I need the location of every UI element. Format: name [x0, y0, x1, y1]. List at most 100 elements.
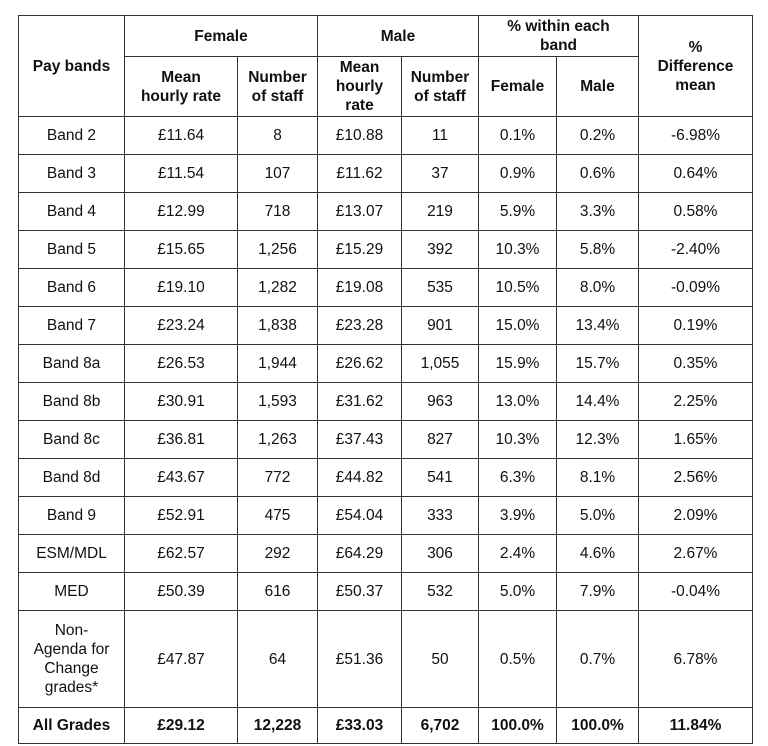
table-cell: All Grades	[18, 707, 125, 744]
header-cell: Female	[124, 15, 318, 57]
table-cell: £23.24	[124, 306, 238, 345]
table-cell: £13.07	[317, 192, 402, 231]
table-cell: ESM/MDL	[18, 534, 125, 573]
table-cell: 37	[401, 154, 479, 193]
table-cell: 2.56%	[638, 458, 753, 497]
table-cell: 6,702	[401, 707, 479, 744]
table-row: All Grades £29.12 12,228 £33.03 6,702 100.0% 1…	[18, 707, 753, 744]
table-cell: 107	[237, 154, 318, 193]
table-cell: 2.25%	[638, 382, 753, 421]
table-cell: 306	[401, 534, 479, 573]
table-cell: 0.5%	[478, 610, 557, 708]
table-row: Band 8c £36.81 1,263 £37.43 827 10.3% 12.3% 1.6…	[18, 420, 753, 459]
table-cell: £26.53	[124, 344, 238, 383]
header-cell: Pay bands	[18, 15, 125, 117]
table-cell: 11.84%	[638, 707, 753, 744]
table-cell: 4.6%	[556, 534, 639, 573]
table-cell: 13.0%	[478, 382, 557, 421]
table-cell: 100.0%	[478, 707, 557, 744]
table-cell: 1,282	[237, 268, 318, 307]
table-cell: £62.57	[124, 534, 238, 573]
table-cell: 0.7%	[556, 610, 639, 708]
table-row: Non-Agenda for Change grades* £47.87 64 £51…	[18, 610, 753, 708]
table-cell: 616	[237, 572, 318, 611]
table-cell: Band 9	[18, 496, 125, 535]
table-row: Band 4 £12.99 718 £13.07 219 5.9% 3.3% 0.58%	[18, 192, 753, 231]
table-cell: 772	[237, 458, 318, 497]
table-cell: 901	[401, 306, 479, 345]
table-cell: 6.3%	[478, 458, 557, 497]
table-cell: 532	[401, 572, 479, 611]
table-cell: 2.4%	[478, 534, 557, 573]
table-cell: £15.65	[124, 230, 238, 269]
table-cell: 1,944	[237, 344, 318, 383]
table-cell: £11.54	[124, 154, 238, 193]
table-cell: 5.8%	[556, 230, 639, 269]
table-cell: Band 8d	[18, 458, 125, 497]
table-cell: 1,055	[401, 344, 479, 383]
table-cell: -6.98%	[638, 116, 753, 155]
table-cell: 0.2%	[556, 116, 639, 155]
table-cell: £30.91	[124, 382, 238, 421]
pay-table: Pay bands Female Male % within each band…	[18, 15, 753, 744]
table-cell: 15.7%	[556, 344, 639, 383]
table-cell: 5.9%	[478, 192, 557, 231]
table-cell: 11	[401, 116, 479, 155]
table-cell: Band 2	[18, 116, 125, 155]
table-cell: £19.08	[317, 268, 402, 307]
table-cell: 100.0%	[556, 707, 639, 744]
table-cell: -0.04%	[638, 572, 753, 611]
table-cell: Band 6	[18, 268, 125, 307]
table-cell: £54.04	[317, 496, 402, 535]
table-cell: 333	[401, 496, 479, 535]
table-cell: £51.36	[317, 610, 402, 708]
table-cell: 3.9%	[478, 496, 557, 535]
table-cell: 1.65%	[638, 420, 753, 459]
table-cell: 6.78%	[638, 610, 753, 708]
table-cell: 1,838	[237, 306, 318, 345]
table-row: Band 8b £30.91 1,593 £31.62 963 13.0% 14.4% 2.2…	[18, 382, 753, 421]
header-cell: Male	[556, 56, 639, 117]
table-cell: 15.0%	[478, 306, 557, 345]
table-cell: £52.91	[124, 496, 238, 535]
table-cell: 1,263	[237, 420, 318, 459]
table-cell: £29.12	[124, 707, 238, 744]
table-cell: 2.09%	[638, 496, 753, 535]
table-cell: Band 3	[18, 154, 125, 193]
table-body: Band 2 £11.64 8 £10.88 11 0.1% 0.2% -6.98% Band …	[18, 116, 753, 744]
table-cell: 3.3%	[556, 192, 639, 231]
table-row: Band 3 £11.54 107 £11.62 37 0.9% 0.6% 0.64%	[18, 154, 753, 193]
header-cell: Number of staff	[401, 56, 479, 117]
table-cell: Band 7	[18, 306, 125, 345]
table-cell: 13.4%	[556, 306, 639, 345]
table-cell: £64.29	[317, 534, 402, 573]
table-row: Band 9 £52.91 475 £54.04 333 3.9% 5.0% 2.09%	[18, 496, 753, 535]
table-cell: 1,256	[237, 230, 318, 269]
table-cell: 12.3%	[556, 420, 639, 459]
table-row: Band 8d £43.67 772 £44.82 541 6.3% 8.1% 2.56%	[18, 458, 753, 497]
header-cell: Mean hourly rate	[124, 56, 238, 117]
table-row: ESM/MDL £62.57 292 £64.29 306 2.4% 4.6% 2.67%	[18, 534, 753, 573]
table-cell: £11.62	[317, 154, 402, 193]
table-cell: 50	[401, 610, 479, 708]
table-cell: £43.67	[124, 458, 238, 497]
table-cell: 0.35%	[638, 344, 753, 383]
table-cell: 292	[237, 534, 318, 573]
table-cell: £11.64	[124, 116, 238, 155]
table-cell: 0.1%	[478, 116, 557, 155]
table-row: MED £50.39 616 £50.37 532 5.0% 7.9% -0.04%	[18, 572, 753, 611]
table-cell: 64	[237, 610, 318, 708]
table-cell: 963	[401, 382, 479, 421]
header-cell: Female	[478, 56, 557, 117]
table-cell: Band 8a	[18, 344, 125, 383]
table-cell: 475	[237, 496, 318, 535]
table-cell: £10.88	[317, 116, 402, 155]
table-cell: 8.1%	[556, 458, 639, 497]
table-cell: 0.19%	[638, 306, 753, 345]
table-cell: £12.99	[124, 192, 238, 231]
table-cell: 0.9%	[478, 154, 557, 193]
table-cell: 541	[401, 458, 479, 497]
table-row: Band 8a £26.53 1,944 £26.62 1,055 15.9% 15.7% 0…	[18, 344, 753, 383]
table-cell: 5.0%	[556, 496, 639, 535]
table-row: Band 2 £11.64 8 £10.88 11 0.1% 0.2% -6.98%	[18, 116, 753, 155]
